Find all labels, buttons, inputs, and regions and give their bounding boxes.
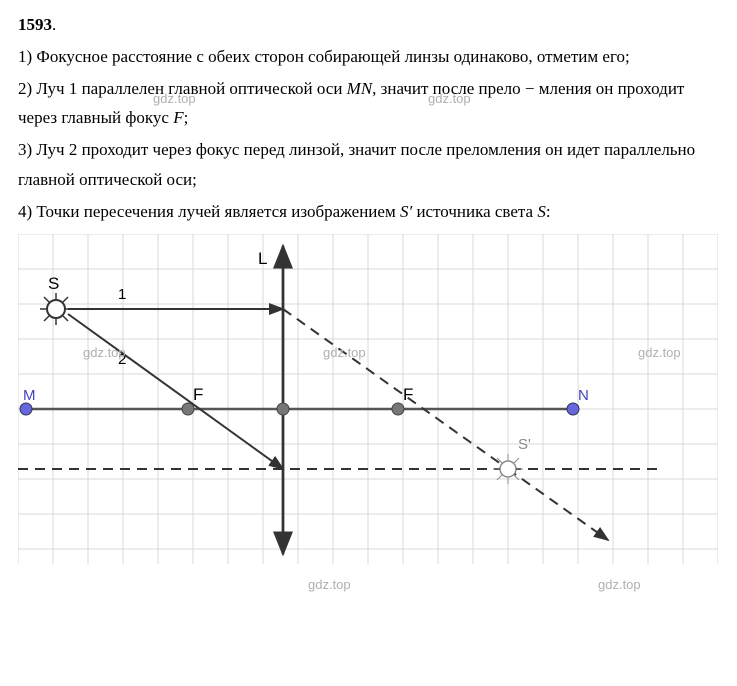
ray-1-refracted-ext: [508, 469, 608, 540]
diagram-svg: S L M N F F 1 2 S': [18, 234, 718, 564]
watermark-4: gdz.top: [323, 342, 366, 365]
focus-2: [392, 403, 404, 415]
point-m: [20, 403, 32, 415]
lens-center: [277, 403, 289, 415]
label-l: L: [258, 249, 267, 268]
problem-dot: .: [52, 15, 56, 34]
content-wrapper: 1593. 1) Фокусное расстояние с обеих сто…: [18, 10, 719, 564]
watermark-5: gdz.top: [638, 342, 681, 365]
step-3-prefix: 3): [18, 140, 36, 159]
step-1-prefix: 1): [18, 47, 36, 66]
step-2-f: F: [173, 108, 183, 127]
step-3: 3) Луч 2 проходит через фокус перед линз…: [18, 135, 719, 195]
step-2-mn: MN: [347, 79, 373, 98]
label-f2: F: [403, 385, 413, 404]
watermark-7: gdz.top: [598, 574, 641, 597]
step-3-text: Луч 2 проходит через фокус перед линзой,…: [18, 140, 695, 189]
label-sprime: S': [518, 436, 531, 453]
step-4-text-b: источника света: [412, 202, 537, 221]
ray-1-refracted: [283, 309, 508, 469]
point-n: [567, 403, 579, 415]
label-f1: F: [193, 385, 203, 404]
step-4-prefix: 4): [18, 202, 36, 221]
problem-number: 1593: [18, 15, 52, 34]
source-s-icon: [40, 293, 72, 325]
step-4-sprime: S′: [400, 202, 412, 221]
label-ray1: 1: [118, 286, 126, 303]
optics-diagram: S L M N F F 1 2 S': [18, 234, 718, 564]
step-4: 4) Точки пересечения лучей является изоб…: [18, 197, 719, 227]
step-2-text-c: ;: [184, 108, 189, 127]
step-2: 2) Луч 1 параллелен главной оптической о…: [18, 74, 719, 134]
step-1: 1) Фокусное расстояние с обеих сторон со…: [18, 42, 719, 72]
problem-number-line: 1593.: [18, 10, 719, 40]
step-4-text-a: Точки пересечения лучей является изображ…: [36, 202, 400, 221]
step-1-text: Фокусное расстояние с обеих сторон собир…: [36, 47, 629, 66]
watermark-1: gdz.top: [153, 88, 196, 111]
label-m: M: [23, 387, 36, 404]
step-4-text-c: :: [546, 202, 551, 221]
focus-1: [182, 403, 194, 415]
watermark-6: gdz.top: [308, 574, 351, 597]
grid: [18, 234, 718, 564]
watermark-3: gdz.top: [83, 342, 126, 365]
ray-2-incident: [68, 314, 283, 469]
step-2-prefix: 2): [18, 79, 36, 98]
image-sprime-icon: [493, 454, 523, 484]
watermark-2: gdz.top: [428, 88, 471, 111]
label-n: N: [578, 387, 589, 404]
label-s: S: [48, 274, 59, 293]
step-4-s: S: [537, 202, 546, 221]
